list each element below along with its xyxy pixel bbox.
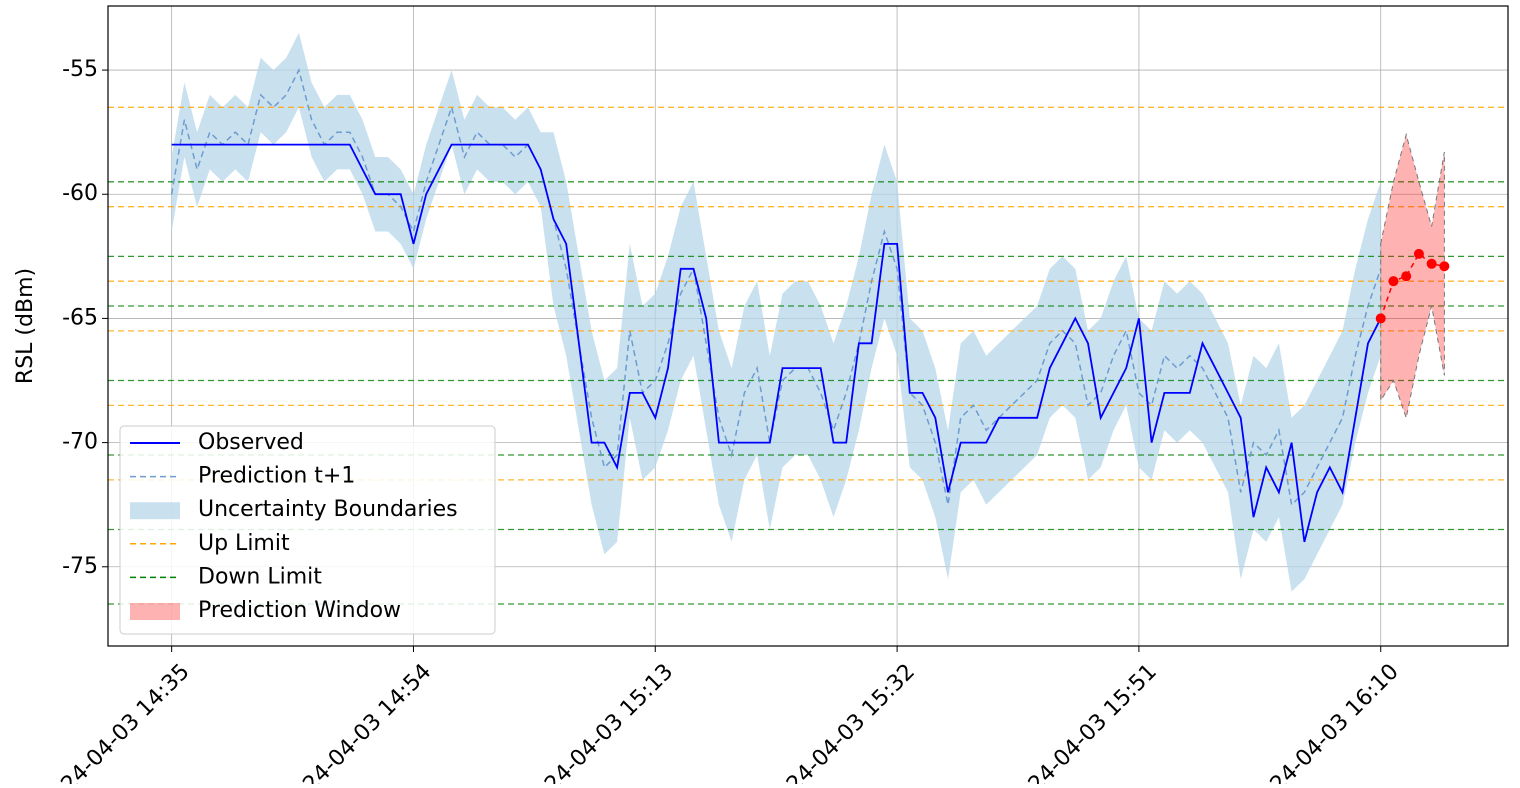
- plot-area: [108, 32, 1508, 605]
- observed-line: [171, 143, 1382, 543]
- prediction-window: [1380, 132, 1445, 420]
- y-tick-label: -75: [62, 554, 98, 579]
- legend-label: Uncertainty Boundaries: [198, 497, 458, 522]
- y-tick-label: -55: [62, 57, 98, 82]
- legend-label: Prediction Window: [198, 598, 401, 623]
- axes-frame: [107, 5, 1509, 647]
- legend-label: Up Limit: [198, 531, 290, 556]
- legend-box: [119, 425, 496, 635]
- legend-label: Prediction t+1: [198, 464, 355, 489]
- x-tick-label: 2024-04-03 15:13: [520, 659, 678, 784]
- prediction-point: [1388, 276, 1399, 287]
- prediction-point: [1439, 261, 1450, 272]
- y-tick-label: -60: [62, 181, 98, 206]
- y-tick-label: -70: [62, 430, 98, 455]
- y-axis-label: RSL (dBm): [13, 268, 38, 384]
- legend-label: Observed: [198, 430, 304, 455]
- legend-swatch: [130, 603, 180, 620]
- x-tick-label: 2024-04-03 14:54: [279, 659, 437, 784]
- x-tick-label: 2024-04-03 15:51: [1004, 659, 1162, 784]
- legend-label: Down Limit: [198, 564, 322, 589]
- prediction-line: [170, 67, 1382, 507]
- legend: Observed Prediction t+1 Uncertainty Bounda…: [130, 430, 458, 623]
- legend-swatch: [130, 502, 180, 520]
- x-tick-label: 2024-04-03 15:32: [762, 659, 920, 784]
- y-tick-label: -65: [62, 305, 98, 330]
- prediction-point: [1375, 313, 1386, 324]
- window-line: [1379, 252, 1445, 319]
- prediction-point: [1413, 248, 1424, 259]
- x-tick-label: 2024-04-03 16:10: [1246, 659, 1404, 784]
- prediction-point: [1426, 258, 1437, 269]
- uncertainty-band: [171, 32, 1381, 592]
- prediction-point: [1401, 271, 1412, 282]
- x-tick-label: 2024-04-03 14:35: [37, 659, 195, 784]
